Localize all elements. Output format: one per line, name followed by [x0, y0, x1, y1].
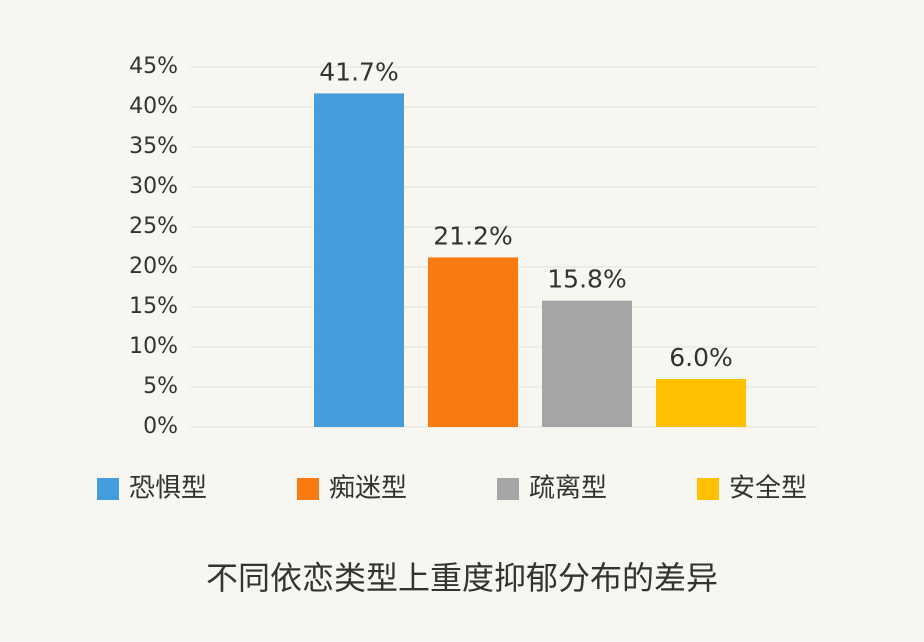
y-tick-label: 0% — [143, 414, 178, 439]
legend-label: 恐惧型 — [129, 474, 207, 504]
legend-label: 疏离型 — [529, 474, 607, 504]
legend-swatch — [97, 478, 119, 500]
legend-swatch — [697, 478, 719, 500]
y-tick-label: 15% — [129, 294, 178, 319]
y-tick-label: 20% — [129, 254, 178, 279]
bar — [542, 300, 632, 427]
value-label: 41.7% — [319, 57, 398, 86]
y-tick-label: 10% — [129, 334, 178, 359]
y-tick-label: 5% — [143, 374, 178, 399]
y-tick-label: 35% — [129, 134, 178, 159]
value-label: 21.2% — [433, 221, 512, 250]
legend-label: 痴迷型 — [329, 474, 407, 504]
y-tick-label: 40% — [129, 94, 178, 119]
bar — [428, 257, 518, 427]
y-tick-label: 45% — [129, 54, 178, 79]
bar — [314, 93, 404, 428]
chart-title: 不同依恋类型上重度抑郁分布的差异 — [206, 559, 718, 597]
bar — [656, 379, 746, 427]
legend-label: 安全型 — [729, 474, 807, 504]
legend-swatch — [497, 478, 519, 500]
y-tick-label: 25% — [129, 214, 178, 239]
value-label: 6.0% — [669, 343, 733, 372]
legend-swatch — [297, 478, 319, 500]
value-label: 15.8% — [547, 265, 626, 294]
y-tick-label: 30% — [129, 174, 178, 199]
